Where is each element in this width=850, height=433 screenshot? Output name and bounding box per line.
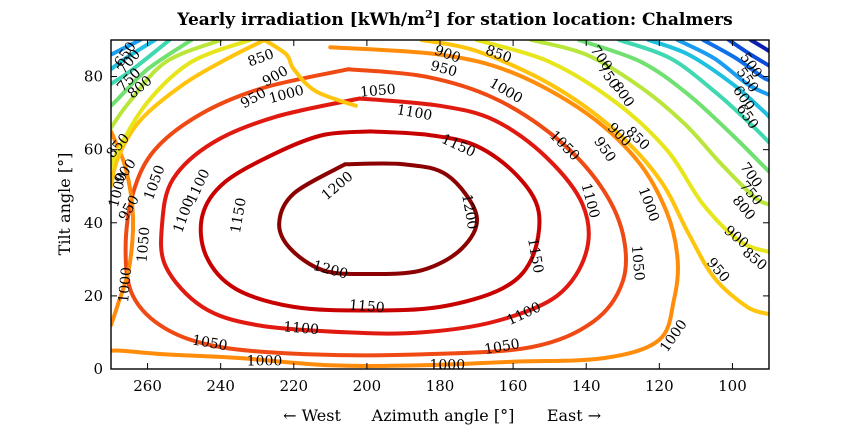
x-tick-label: 180 (426, 377, 455, 395)
contour-label-1000: 1000 (116, 266, 135, 303)
x-axis-label-east: East → (547, 406, 601, 425)
y-tick-label: 20 (84, 287, 103, 305)
contour-label-1050: 1050 (134, 226, 153, 263)
y-axis-ticks: 0 20 40 60 80 (84, 68, 769, 378)
contour-line-550 (726, 40, 769, 68)
contour-label-1100: 1100 (395, 102, 433, 124)
contour-line-1050 (123, 67, 628, 358)
y-tick-label: 40 (84, 214, 103, 232)
contour-label-850: 850 (246, 46, 277, 70)
chart-title: Yearly irradiation [kWh/m2] for station … (176, 8, 732, 30)
contour-label-1050: 1050 (628, 245, 647, 282)
contour-line-1100 (159, 96, 591, 336)
x-axis-ticks: 260 240 220 200 180 160 140 120 100 (133, 40, 747, 395)
contour-label-1000: 1000 (247, 354, 283, 370)
y-tick-label: 60 (84, 141, 103, 159)
contour-label-1200: 1200 (311, 258, 350, 283)
contour-label-950: 950 (703, 255, 732, 286)
contour-line-850 (111, 40, 223, 130)
contour-line-850 (529, 40, 769, 207)
x-axis-label: Azimuth angle [°] (371, 406, 515, 425)
contour-line-800 (111, 40, 194, 108)
chart-title-prefix: Yearly irradiation [kWh/m (176, 10, 425, 30)
contour-line-950 (262, 40, 358, 108)
contour-line-900 (474, 40, 769, 254)
contour-label-1050: 1050 (191, 332, 229, 354)
y-tick-label: 0 (93, 360, 103, 378)
contour-line-500 (748, 40, 769, 53)
contour-line-750 (111, 40, 172, 86)
x-tick-label: 100 (718, 377, 747, 395)
x-tick-label: 220 (279, 377, 308, 395)
contour-label-1050: 1050 (359, 82, 396, 101)
chart-title-superscript: 2 (425, 8, 433, 21)
contour-line-700 (646, 40, 769, 119)
contour-line-600 (701, 40, 769, 83)
y-axis-label: Tilt angle [°] (55, 153, 74, 256)
contour-label-1100: 1100 (170, 196, 197, 235)
contour-line-950 (111, 40, 267, 189)
chart-title-suffix: ] for station location: Chalmers (433, 10, 733, 30)
contour-line-650 (675, 40, 769, 97)
contour-label-1200: 1200 (458, 193, 480, 231)
contour-label-1150: 1150 (228, 197, 250, 235)
contour-label-1100: 1100 (283, 319, 320, 338)
contour-line-1150 (198, 129, 542, 313)
contour-line-900 (111, 40, 252, 170)
contour-line-1200 (277, 161, 480, 277)
contour-label-1000: 1000 (429, 357, 465, 373)
contour-line-950 (419, 40, 769, 317)
contour-line-750 (617, 40, 769, 145)
contour-label-1150: 1150 (348, 297, 385, 316)
x-tick-label: 260 (133, 377, 162, 395)
x-tick-label: 200 (353, 377, 382, 395)
contour-label-1150: 1150 (439, 131, 478, 161)
x-tick-label: 120 (645, 377, 674, 395)
y-tick-label: 80 (84, 68, 103, 86)
contour-line-1000 (111, 129, 136, 328)
contour-label-950: 950 (429, 58, 459, 80)
x-tick-label: 160 (499, 377, 528, 395)
x-axis-label-west: ← West (283, 406, 341, 425)
contour-line-1000 (111, 45, 680, 369)
contour-label-1050: 1050 (483, 336, 521, 358)
contour-line-800 (576, 40, 769, 174)
x-tick-label: 140 (572, 377, 601, 395)
contour-line-650 (111, 40, 143, 57)
x-tick-label: 240 (206, 377, 235, 395)
contour-lines-group (111, 40, 769, 369)
contour-label-1150: 1150 (524, 237, 546, 275)
contour-label-1100: 1100 (505, 299, 544, 329)
